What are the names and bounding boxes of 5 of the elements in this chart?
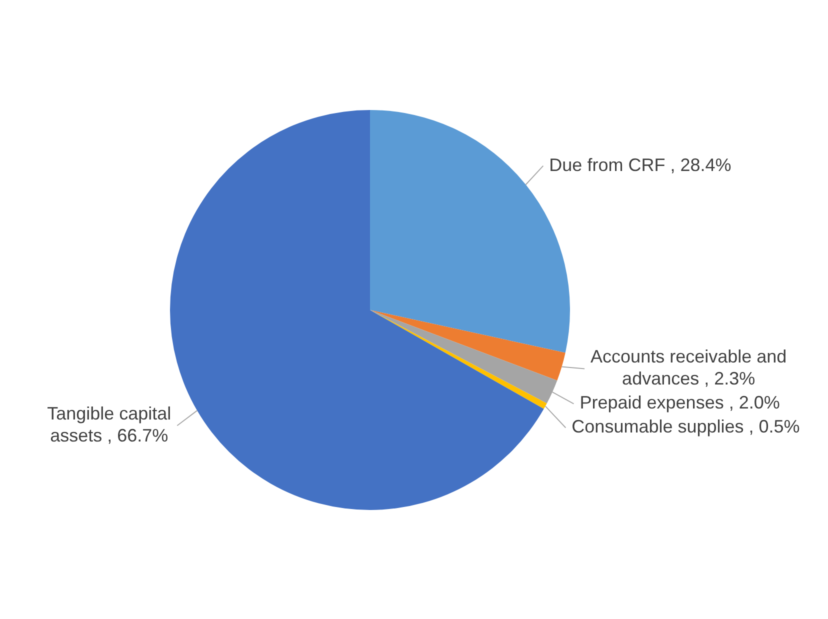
slice-label: Due from CRF , 28.4% — [549, 154, 732, 175]
slice-label: Prepaid expenses , 2.0% — [580, 392, 780, 413]
slice-label: Accounts receivable and advances , 2.3% — [590, 346, 787, 389]
slice-label: Consumable supplies , 0.5% — [572, 416, 800, 437]
slice-label: Tangible capital assets , 66.7% — [47, 404, 172, 446]
